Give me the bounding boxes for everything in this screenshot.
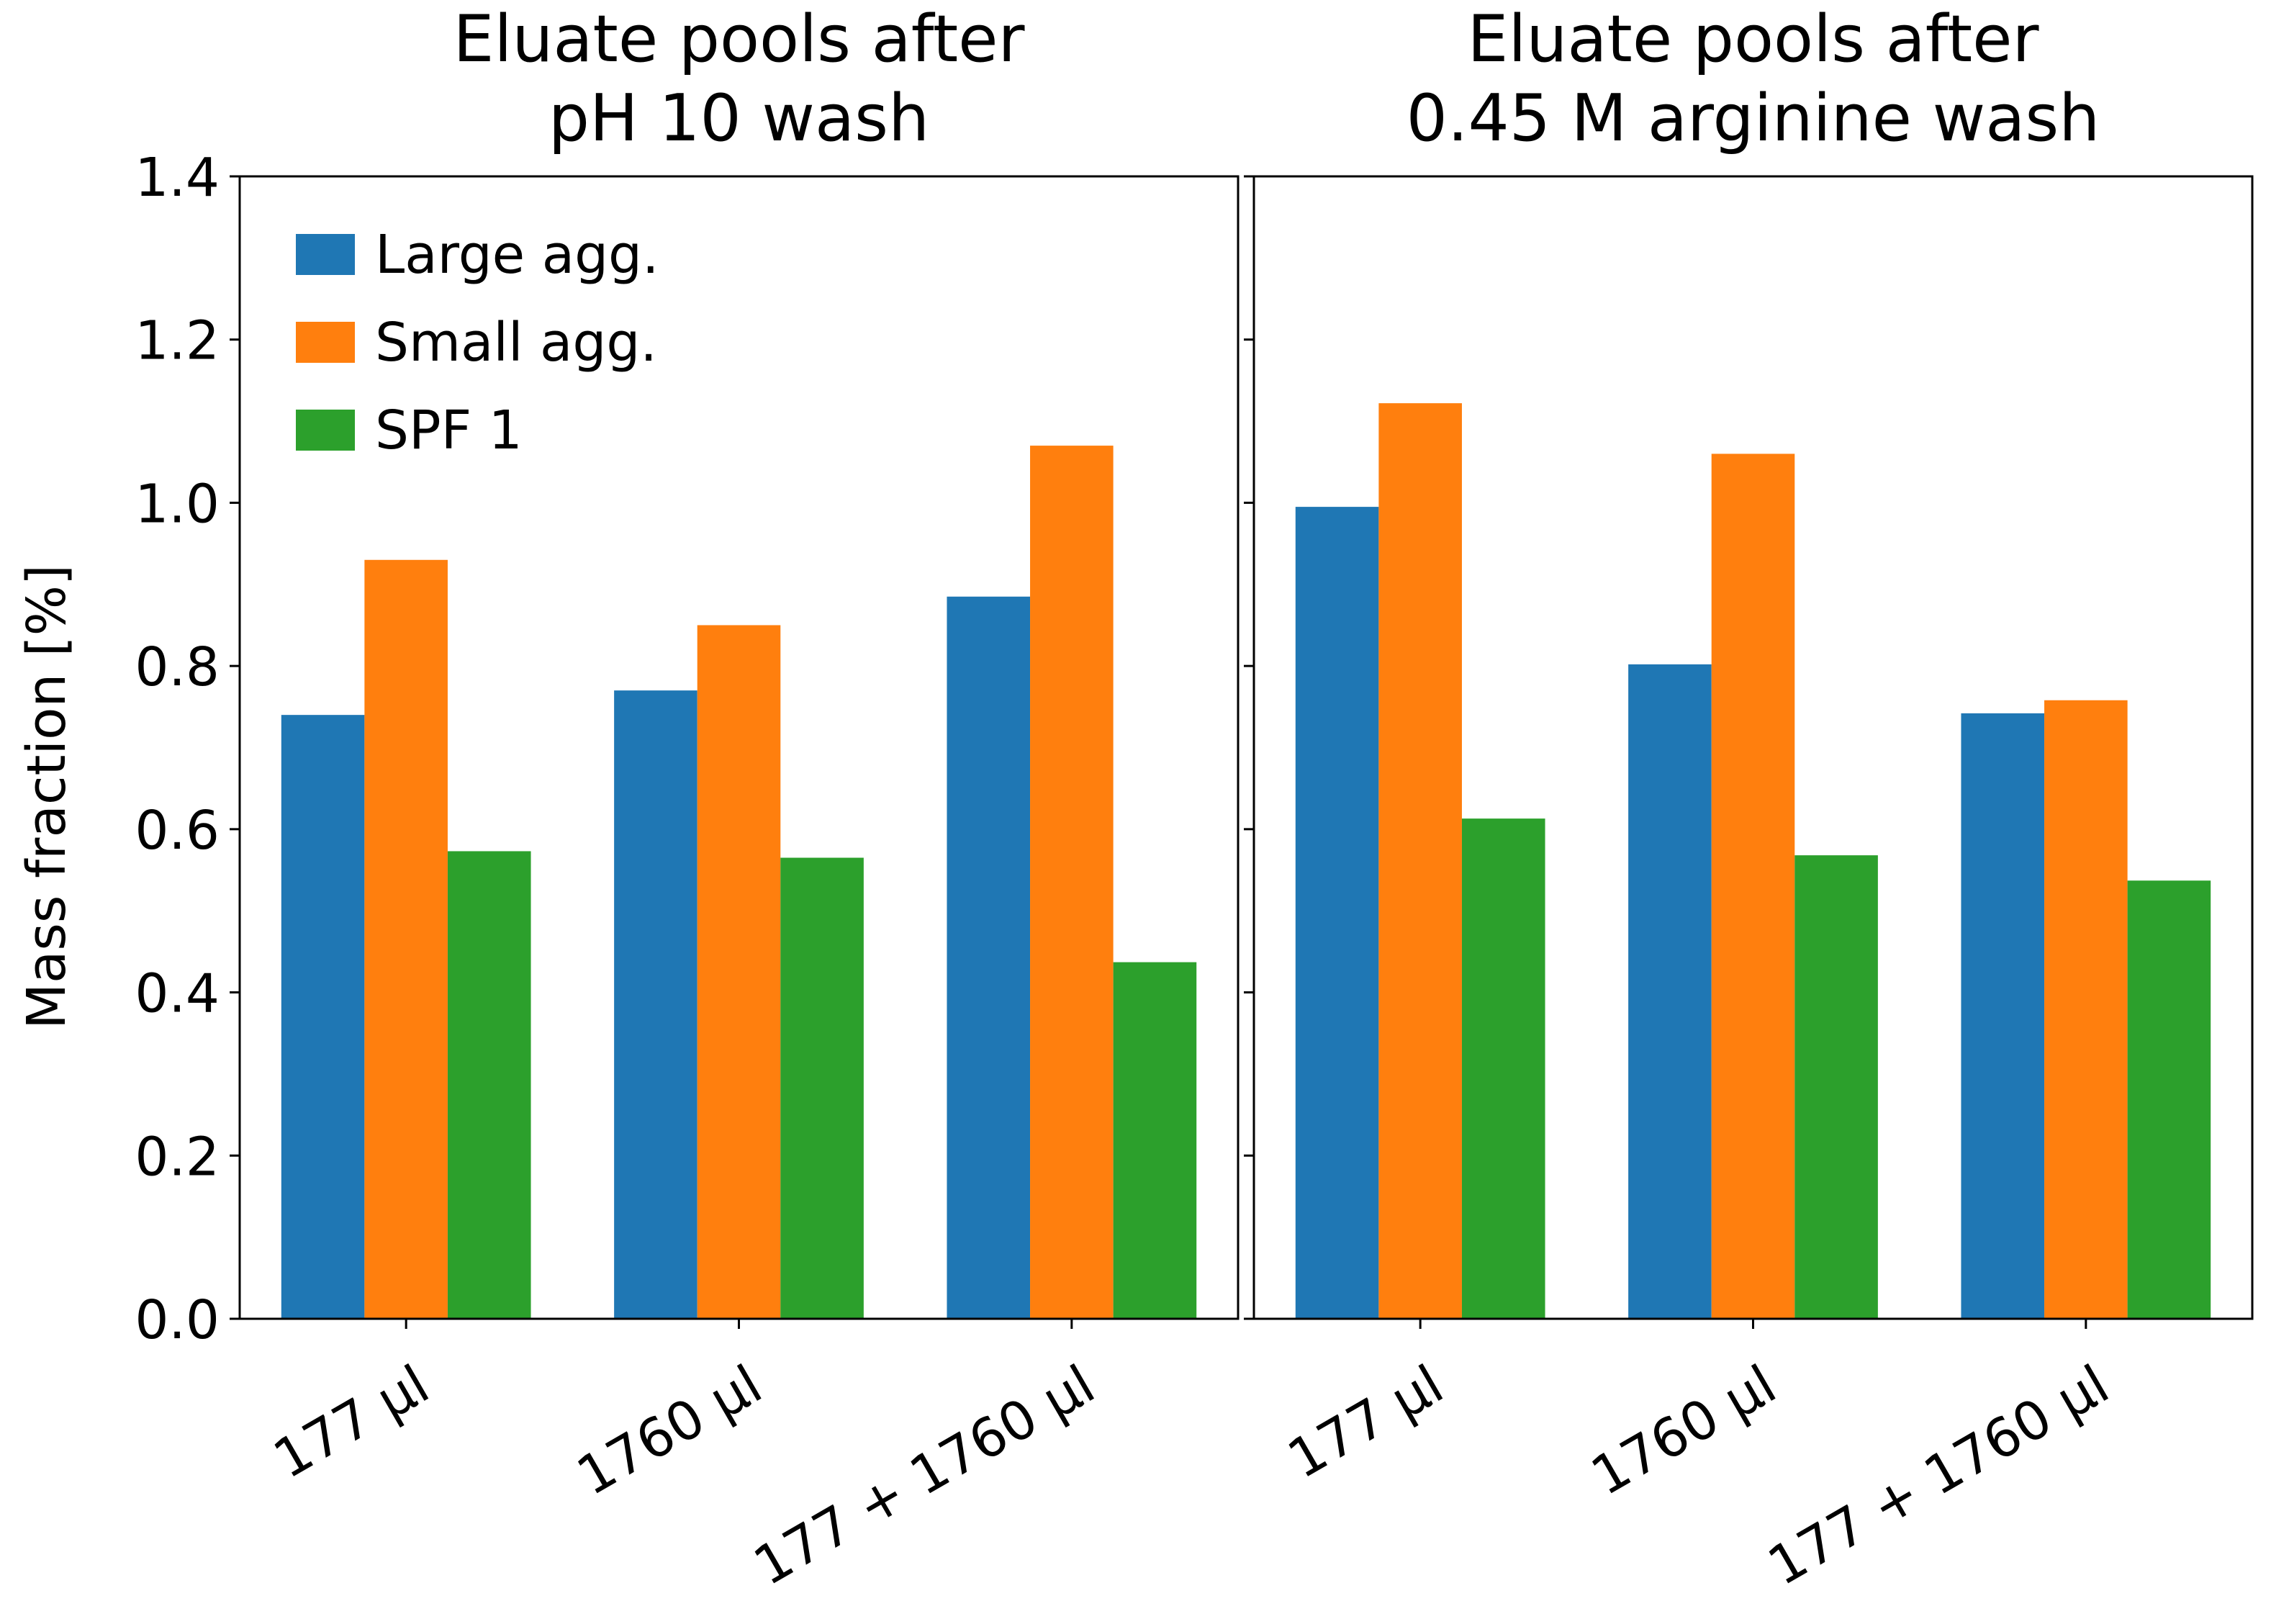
bar-panel2-large-agg-cat1 [1295,507,1379,1319]
bar-panel2-spf-1-cat1 [1461,818,1545,1319]
bar-panel2-large-agg-cat3 [1961,713,2045,1319]
y-tick-label: 0.6 [135,800,220,862]
panel-1-title-line-2: pH 10 wash [548,81,929,156]
y-tick-label: 1.2 [135,310,220,372]
panel-1-y-ticks: 0.0 0.2 0.4 0.6 0.8 1.0 1.2 1.4 [135,147,240,1351]
bar-panel2-spf-1-cat2 [1794,855,1878,1319]
panel-2-y-ticks [1244,175,1254,1320]
y-tick-label: 0.0 [135,1289,220,1351]
legend: Large agg. Small agg. SPF 1 [296,224,659,461]
legend-label: SPF 1 [375,400,523,461]
legend-swatch [296,322,355,363]
bar-panel1-large-agg-cat3 [947,596,1031,1319]
y-axis-label: Mass fraction [%] [16,564,78,1029]
panel-1-title-line-1: Eluate pools after [453,1,1024,77]
y-tick-label: 1.0 [135,473,220,535]
bar-panel2-spf-1-cat3 [2127,880,2211,1319]
y-tick-label: 0.8 [135,636,220,698]
panel-2-bars [1295,403,2211,1320]
bar-panel1-small-agg-cat1 [364,559,448,1319]
bar-panel2-large-agg-cat2 [1628,664,1712,1319]
bar-panel2-small-agg-cat3 [2044,700,2128,1319]
bar-panel1-spf-1-cat1 [447,851,531,1319]
legend-swatch [296,410,355,451]
bar-panel1-spf-1-cat2 [780,857,864,1319]
bar-panel1-large-agg-cat2 [614,690,697,1319]
bar-panel1-spf-1-cat3 [1113,962,1197,1319]
bar-panel1-small-agg-cat3 [1030,446,1114,1319]
legend-swatch [296,234,355,275]
bar-panel1-large-agg-cat1 [281,715,365,1319]
legend-label: Small agg. [375,312,657,374]
legend-label: Large agg. [375,224,659,286]
panel-2-title-line-1: Eluate pools after [1467,1,2039,77]
bar-panel1-small-agg-cat2 [697,625,781,1319]
y-tick-label: 1.4 [135,147,220,209]
panel-1-bars [281,446,1197,1319]
bar-panel2-small-agg-cat1 [1378,403,1462,1319]
panel-2-title-line-2: 0.45 M arginine wash [1407,81,2100,156]
y-tick-label: 0.2 [135,1126,220,1188]
y-tick-label: 0.4 [135,963,220,1025]
bar-panel2-small-agg-cat2 [1711,454,1795,1320]
